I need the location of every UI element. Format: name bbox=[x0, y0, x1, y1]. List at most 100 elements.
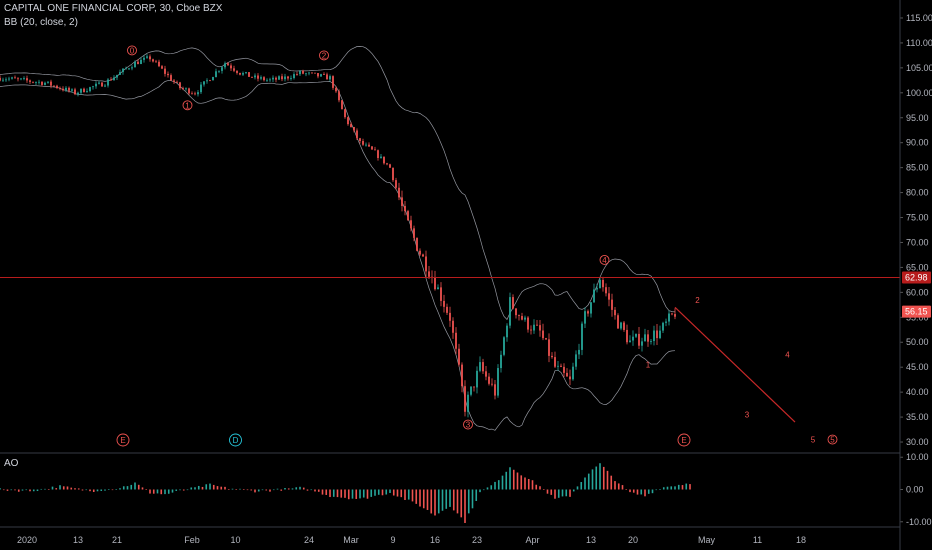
ao-bar bbox=[47, 489, 50, 490]
candle-body bbox=[383, 156, 385, 164]
ao-bar bbox=[51, 486, 54, 490]
ao-bar bbox=[681, 485, 684, 490]
candle-body bbox=[176, 81, 178, 83]
candle-body bbox=[305, 73, 307, 75]
ao-bar bbox=[329, 489, 331, 498]
ao-bar bbox=[430, 489, 433, 514]
candle-body bbox=[527, 317, 529, 330]
ao-bar bbox=[32, 489, 35, 492]
time-tick-label: 9 bbox=[390, 535, 395, 545]
candle-body bbox=[251, 76, 253, 78]
price-tick-label: 90.00 bbox=[906, 138, 929, 148]
candles bbox=[0, 54, 676, 418]
ao-bar bbox=[62, 486, 65, 490]
ao-bar bbox=[302, 487, 305, 490]
candle-body bbox=[497, 368, 499, 396]
candle-body bbox=[188, 88, 190, 94]
time-tick-label: 16 bbox=[430, 535, 440, 545]
candle-body bbox=[620, 322, 622, 329]
ao-bar bbox=[359, 489, 361, 499]
ao-bar bbox=[599, 463, 601, 490]
ao-bar bbox=[625, 489, 628, 490]
ao-legend[interactable]: AO bbox=[4, 458, 19, 469]
ao-bar bbox=[419, 489, 421, 507]
ao-bar bbox=[227, 489, 230, 490]
indicator-legend[interactable]: BB (20, close, 2) bbox=[4, 17, 78, 28]
ao-bar bbox=[269, 489, 271, 492]
symbol-title[interactable]: CAPITAL ONE FINANCIAL CORP, 30, Cboe BZX bbox=[4, 3, 223, 14]
candle-body bbox=[95, 83, 97, 87]
candle-body bbox=[140, 59, 142, 65]
candle-body bbox=[554, 357, 556, 367]
time-axis[interactable]: 2020 13 21 Feb 10 24 Mar 9 16 23 Apr 13 20 May 11 18 bbox=[17, 535, 806, 545]
cycle-label-circle bbox=[677, 433, 691, 447]
ao-bar bbox=[614, 481, 616, 490]
ao-bar bbox=[467, 489, 470, 514]
candle-body bbox=[539, 325, 541, 331]
candle-body bbox=[503, 337, 505, 355]
candle-body bbox=[269, 79, 271, 81]
ao-bar bbox=[557, 489, 560, 498]
candle-body bbox=[8, 78, 10, 80]
candle-body bbox=[653, 330, 655, 342]
ao-bar bbox=[212, 484, 215, 490]
candle-body bbox=[236, 70, 238, 73]
candle-body bbox=[611, 299, 613, 310]
candle-body bbox=[650, 341, 652, 342]
candle-body bbox=[659, 330, 661, 339]
annotations: 0 1 2 3 4 1 2 3 4 5 5 E D E bbox=[0, 45, 900, 447]
wave-label: 3 bbox=[466, 421, 471, 430]
candle-body bbox=[239, 72, 241, 75]
price-tick-label: 70.00 bbox=[906, 237, 929, 247]
candle-body bbox=[257, 75, 259, 79]
ao-bar bbox=[340, 489, 343, 498]
ao-bar bbox=[321, 489, 324, 495]
candle-body bbox=[77, 92, 79, 95]
candle-body bbox=[470, 386, 472, 395]
candle-body bbox=[281, 76, 283, 80]
ao-bar bbox=[434, 489, 436, 516]
candle-body bbox=[287, 76, 289, 79]
candle-body bbox=[20, 78, 22, 80]
ao-bar bbox=[141, 487, 144, 490]
ao-bar bbox=[561, 489, 564, 497]
ao-bar bbox=[145, 489, 148, 490]
candle-body bbox=[122, 68, 124, 73]
ao-bar bbox=[265, 489, 268, 491]
ao-bar bbox=[182, 489, 185, 491]
ao-bar bbox=[347, 489, 350, 500]
ao-axis[interactable]: 10.00 0.00 -10.00 bbox=[900, 452, 932, 527]
candle-body bbox=[92, 86, 94, 88]
price-axis[interactable]: 115.00 110.00 105.00 100.00 95.00 90.00 85.00 8… bbox=[900, 13, 932, 447]
candle-body bbox=[446, 306, 448, 313]
price-tick-label: 80.00 bbox=[906, 188, 929, 198]
price-tick-label: 95.00 bbox=[906, 113, 929, 123]
ao-bar bbox=[29, 489, 31, 492]
candle-body bbox=[146, 56, 148, 58]
candle-body bbox=[482, 362, 484, 372]
candle-body bbox=[314, 72, 316, 74]
wave-label-circle bbox=[463, 419, 473, 430]
candle-body bbox=[641, 341, 643, 346]
candle-body bbox=[98, 82, 100, 84]
candle-body bbox=[44, 82, 46, 85]
candle-body bbox=[347, 117, 349, 125]
candle-body bbox=[200, 84, 202, 93]
ao-bar bbox=[617, 483, 620, 490]
ao-bar bbox=[460, 489, 463, 518]
ao-bar bbox=[59, 485, 61, 490]
candle-body bbox=[428, 271, 430, 277]
ao-bar bbox=[111, 489, 114, 491]
candle-body bbox=[323, 74, 325, 75]
ao-bar bbox=[655, 489, 658, 491]
candle-body bbox=[491, 383, 493, 385]
candle-body bbox=[119, 72, 121, 75]
ao-bar bbox=[629, 489, 631, 493]
wave-label-circle bbox=[827, 434, 838, 445]
ao-bar bbox=[666, 486, 669, 490]
ao-bar bbox=[310, 489, 313, 491]
candle-body bbox=[413, 228, 415, 238]
ao-bar bbox=[606, 470, 609, 490]
ao-bar bbox=[254, 489, 256, 493]
